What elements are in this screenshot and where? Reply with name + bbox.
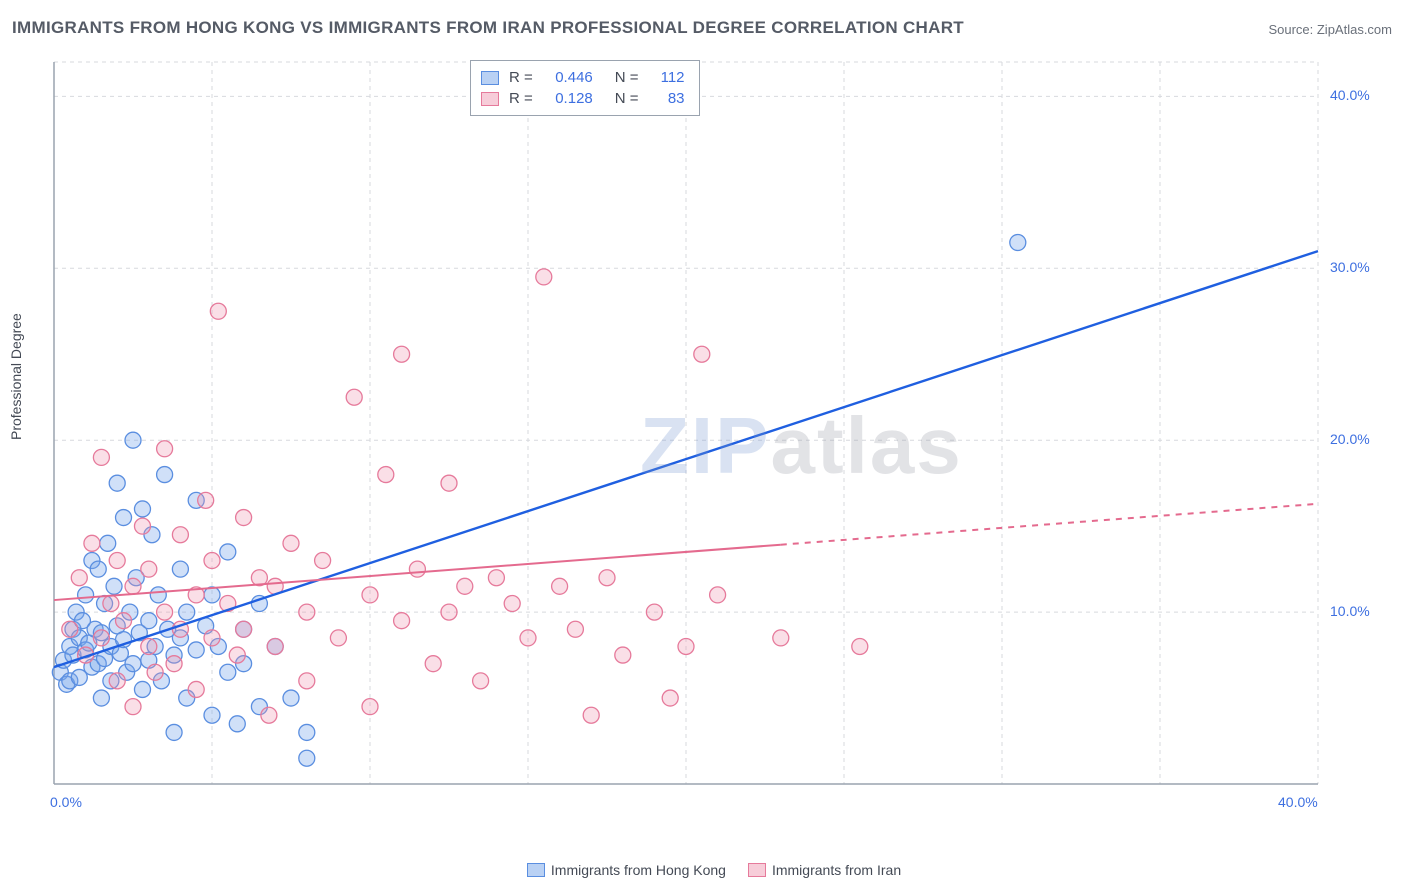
stat-r-value: 0.128 (543, 90, 593, 107)
stats-swatch (481, 92, 499, 106)
x-tick-label: 0.0% (50, 794, 82, 810)
series-legend: Immigrants from Hong Kong Immigrants from… (0, 862, 1406, 878)
y-tick-label: 30.0% (1330, 259, 1370, 275)
y-tick-label: 10.0% (1330, 603, 1370, 619)
legend-swatch (527, 863, 545, 877)
source-link[interactable]: ZipAtlas.com (1317, 22, 1392, 37)
legend-label: Immigrants from Hong Kong (551, 862, 726, 878)
legend-swatch (748, 863, 766, 877)
stat-r-label: R = (509, 69, 533, 86)
correlation-stats-box: R = 0.446 N = 112 R = 0.128 N = 83 (470, 60, 700, 116)
stat-r-label: R = (509, 90, 533, 107)
y-axis-label: Professional Degree (8, 313, 24, 440)
source-attribution: Source: ZipAtlas.com (1268, 22, 1392, 37)
x-tick-label: 40.0% (1278, 794, 1318, 810)
stat-n-value: 112 (649, 69, 685, 86)
stat-n-label: N = (615, 90, 639, 107)
source-label: Source: (1268, 22, 1316, 37)
stat-n-value: 83 (649, 90, 685, 107)
y-tick-label: 40.0% (1330, 87, 1370, 103)
chart-svg (48, 56, 1388, 836)
stats-swatch (481, 71, 499, 85)
y-tick-label: 20.0% (1330, 431, 1370, 447)
stat-r-value: 0.446 (543, 69, 593, 86)
legend-label: Immigrants from Iran (772, 862, 901, 878)
chart-title: IMMIGRANTS FROM HONG KONG VS IMMIGRANTS … (12, 18, 964, 38)
plot-region (48, 56, 1388, 836)
stats-row: R = 0.446 N = 112 (481, 67, 685, 88)
stat-n-label: N = (615, 69, 639, 86)
stats-row: R = 0.128 N = 83 (481, 88, 685, 109)
